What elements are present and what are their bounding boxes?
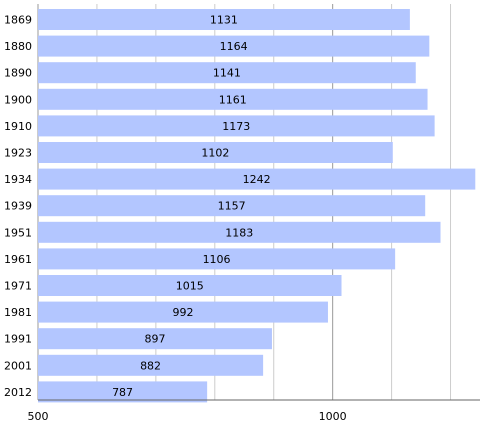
category-label: 2012 (4, 386, 32, 399)
value-label: 787 (112, 386, 133, 399)
category-labels: 1869 1880 1890 1900 1910 1923 1934 1939 1951 1961… (4, 14, 32, 399)
bar-2012 (38, 381, 208, 403)
category-label: 1961 (4, 253, 32, 266)
bar-1934 (38, 168, 476, 190)
category-label: 1971 (4, 280, 32, 293)
bar-1951 (38, 221, 441, 243)
category-label: 1934 (4, 173, 32, 186)
value-label: 1164 (220, 40, 248, 53)
bar-1910 (38, 115, 435, 137)
bar-2001 (38, 354, 264, 376)
value-label: 1157 (218, 200, 246, 213)
value-label: 897 (144, 333, 165, 346)
bar-1971 (38, 275, 342, 296)
category-label: 1939 (4, 200, 32, 213)
value-label: 1015 (176, 280, 204, 293)
bar-1890 (38, 62, 416, 84)
value-label: 1242 (243, 173, 271, 186)
category-label: 2001 (4, 359, 32, 372)
bar-1880 (38, 35, 430, 57)
value-label: 1102 (201, 147, 229, 160)
value-label: 1183 (225, 226, 253, 239)
value-label: 1161 (219, 93, 247, 106)
value-label: 992 (172, 306, 193, 319)
category-label: 1890 (4, 67, 32, 80)
bar-1869 (38, 9, 410, 30)
category-label: 1880 (4, 40, 32, 53)
x-axis: 500 1000 (28, 399, 480, 423)
category-label: 1900 (4, 93, 32, 106)
category-label: 1951 (4, 226, 32, 239)
value-label: 882 (140, 359, 161, 372)
category-label: 1923 (4, 147, 32, 160)
category-label: 1910 (4, 120, 32, 133)
bar-1939 (38, 195, 426, 217)
value-label: 1141 (213, 67, 241, 80)
bars (38, 9, 476, 403)
bar-1923 (38, 142, 393, 163)
value-label: 1131 (210, 14, 238, 27)
x-tick-label: 500 (28, 410, 49, 423)
bar-1991 (38, 328, 272, 350)
bar-1900 (38, 88, 428, 110)
bar-1961 (38, 248, 396, 270)
value-labels: 1131 1164 1141 1161 1173 1102 1242 1157 1183 1106… (112, 14, 271, 399)
bar-1981 (38, 301, 328, 323)
category-label: 1991 (4, 333, 32, 346)
value-label: 1173 (222, 120, 250, 133)
category-label: 1869 (4, 14, 32, 27)
category-label: 1981 (4, 306, 32, 319)
value-label: 1106 (203, 253, 231, 266)
x-tick-label: 1000 (319, 410, 347, 423)
